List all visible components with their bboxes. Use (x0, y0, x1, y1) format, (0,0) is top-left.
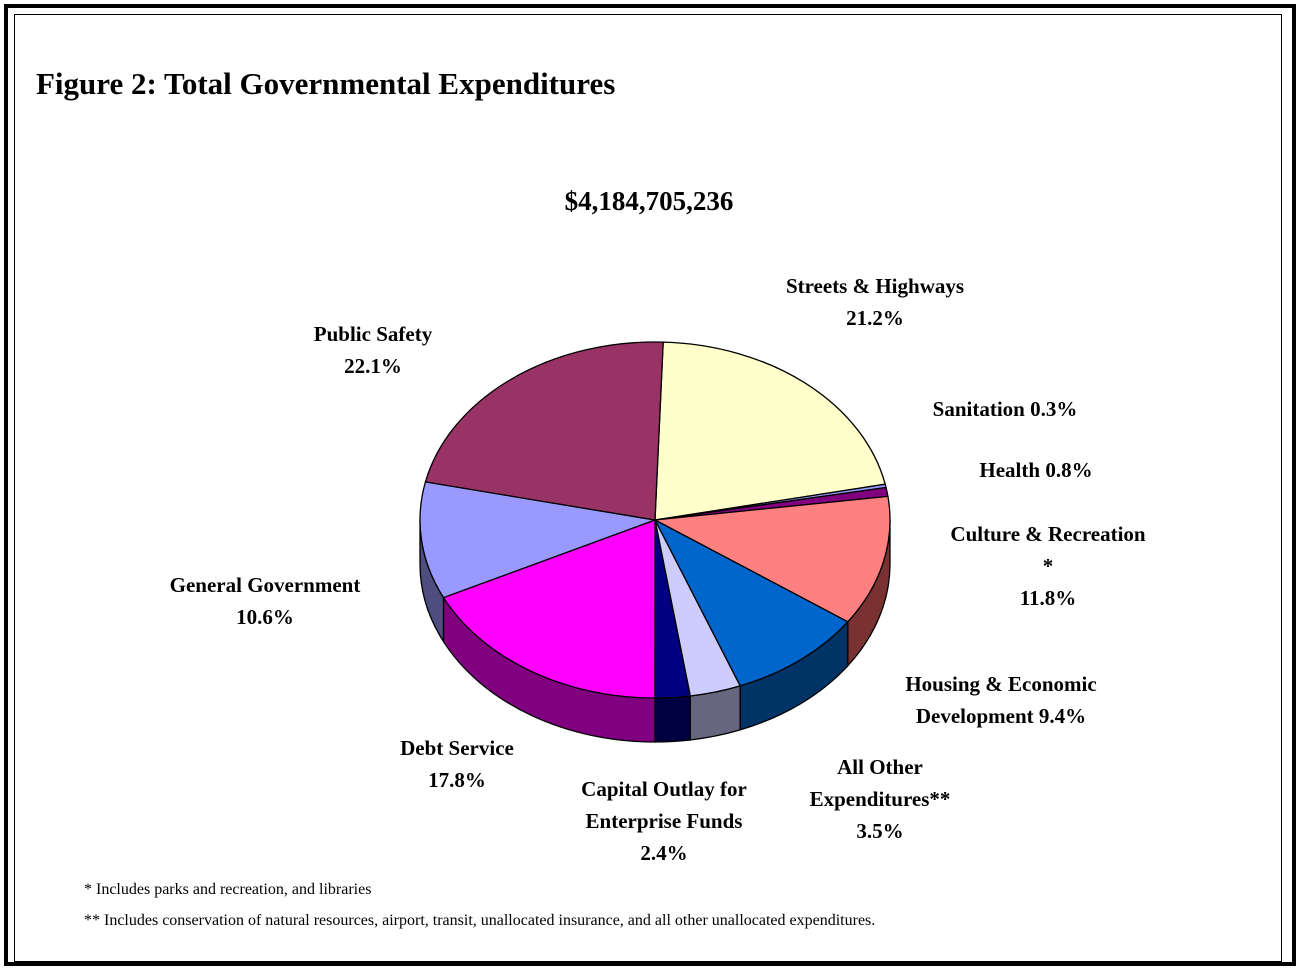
footnote-other: ** Includes conservation of natural reso… (84, 912, 876, 929)
slice-label-all-other-expenditures: All Other Expenditures** 3.5% (810, 755, 951, 843)
slice-label-capital-outlay-for-enterprise-funds: Capital Outlay for Enterprise Funds 2.4% (581, 777, 747, 865)
pie-slice-culture-recreation (652, 495, 891, 623)
pie-slice-streets-highways (654, 341, 887, 521)
slice-label-sanitation: Sanitation 0.3% (933, 397, 1078, 421)
slice-label-general-government: General Government 10.6% (170, 573, 361, 629)
footnotes: * Includes parks and recreation, and lib… (84, 874, 875, 936)
pie-slice-housing-economic-development (653, 518, 849, 687)
pie-labels: Streets & Highways 21.2% Sanitation 0.3% He… (170, 274, 1146, 865)
slice-label-debt-service: Debt Service 17.8% (400, 736, 514, 792)
footnote-culture: * Includes parks and recreation, and lib… (84, 881, 372, 898)
slice-label-streets-highways: Streets & Highways 21.2% (786, 274, 964, 330)
total-amount: $4,184,705,236 (564, 186, 734, 216)
pie-slice-public-safety (424, 341, 664, 521)
slice-label-housing-economic-development: Housing & Economic Development 9.4% (905, 672, 1096, 728)
slice-label-culture-recreation: Culture & Recreation * 11.8% (950, 522, 1146, 610)
pie-slice-debt-service (442, 519, 656, 699)
slice-label-health: Health 0.8% (979, 458, 1092, 482)
slice-label-public-safety: Public Safety 22.1% (314, 322, 433, 378)
inner-frame (14, 14, 1282, 962)
outer-frame (4, 4, 1296, 966)
pie-tops (419, 341, 891, 699)
pie-side-capital-outlay-for-enterprise-funds (654, 695, 691, 743)
figure-title: Figure 2: Total Governmental Expenditure… (36, 66, 616, 101)
